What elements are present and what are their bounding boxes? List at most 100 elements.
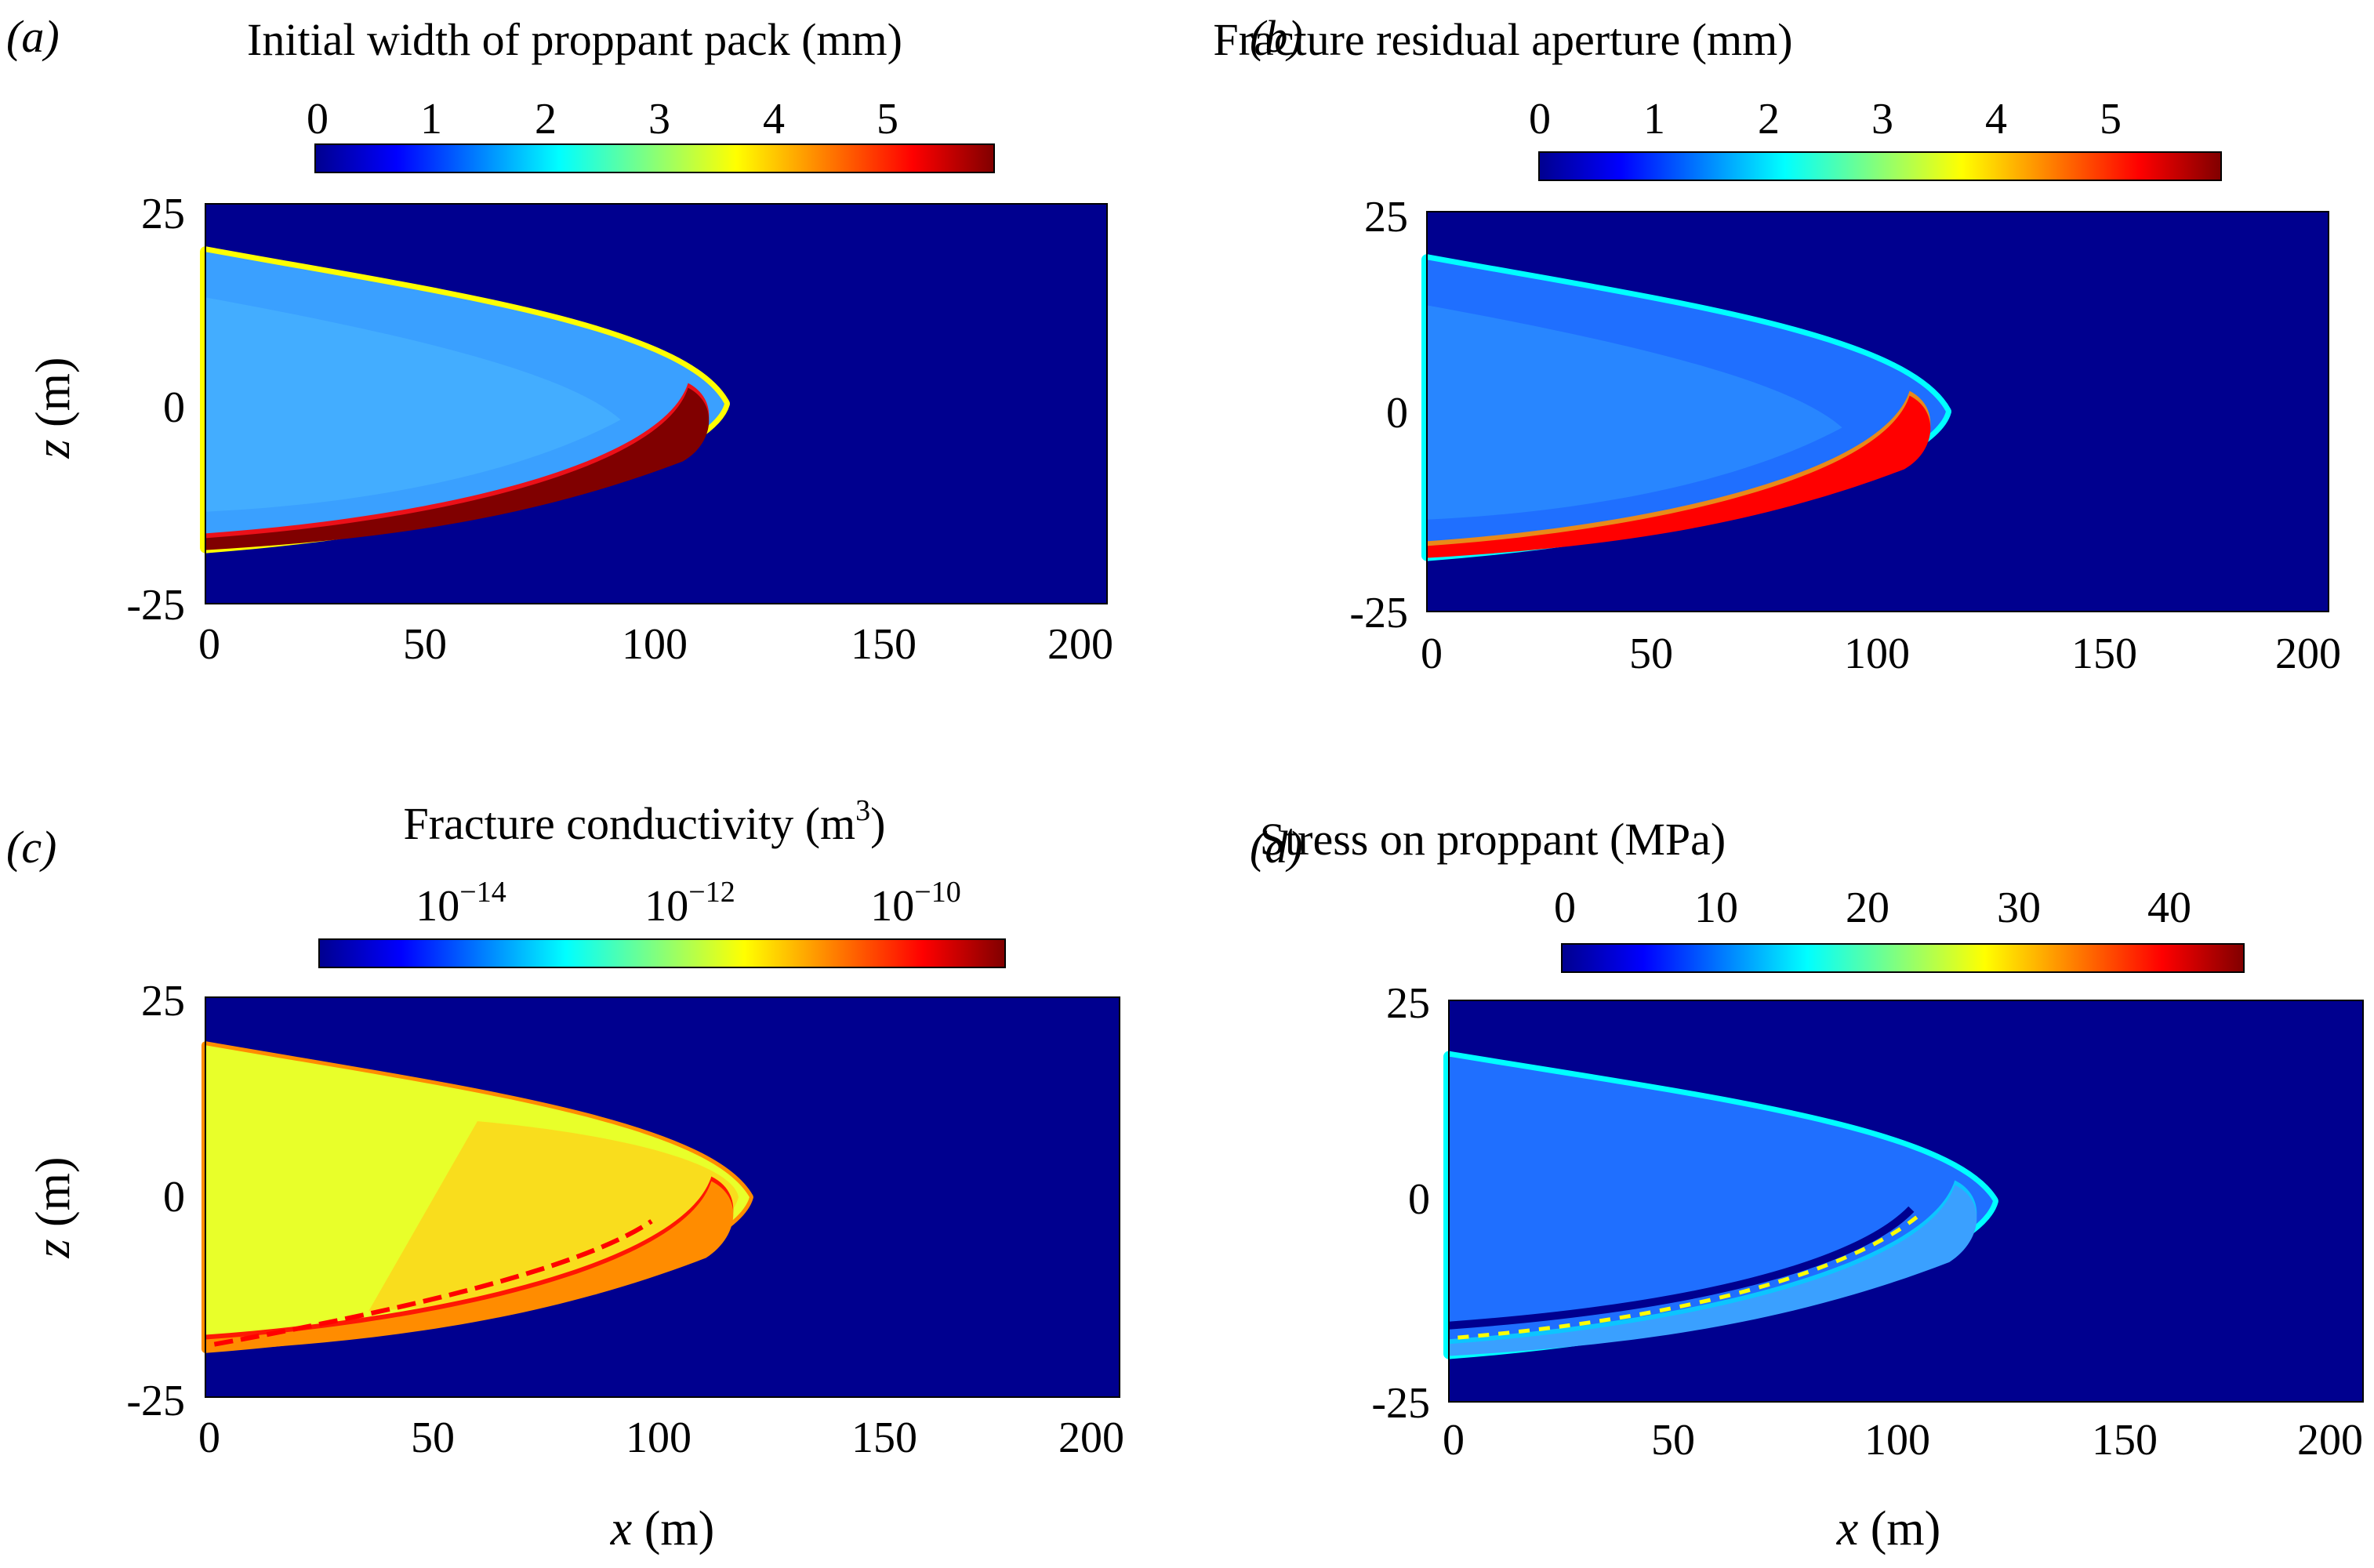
panel-d-x-axis-label: x (m)	[1836, 1502, 1941, 1555]
panel-a-y-tick-0: 0	[163, 383, 185, 432]
panel-c-cbar-tick-14: 10−14	[416, 876, 506, 931]
panel-c-letter: (c)	[6, 822, 56, 873]
panel-d-svg: (d) Stress on proppant (MPa) 0 10 20 30 …	[1250, 814, 2364, 1555]
panel-a-x-tick-200: 200	[1047, 620, 1113, 669]
panel-b-cbar-tick-3: 3	[1871, 95, 1893, 143]
panel-d-cbar-tick-20: 20	[1846, 884, 1889, 932]
panel-c-x-tick-100: 100	[626, 1414, 692, 1462]
panel-a-cbar-tick-2: 2	[535, 95, 557, 143]
panel-d-title: Stress on proppant (MPa)	[1260, 814, 1726, 865]
panel-c-x-tick-200: 200	[1058, 1414, 1124, 1462]
panel-d-y-tick-0: 0	[1408, 1175, 1430, 1224]
panel-a-y-label-var: z	[27, 439, 80, 459]
panel-d: (d) Stress on proppant (MPa) 0 10 20 30 …	[1187, 784, 2374, 1568]
panel-d-cbar-tick-30: 30	[1997, 884, 2041, 932]
panel-c-title-sup: 3	[855, 794, 870, 827]
panel-c-colorbar	[318, 938, 1006, 968]
plot-frame	[205, 203, 1108, 604]
panel-c: (c) Fracture conductivity (m3) 10−14 10−…	[0, 784, 1187, 1568]
panel-b-x-tick-100: 100	[1844, 630, 1910, 678]
panel-c-x-axis-label: x (m)	[610, 1502, 715, 1555]
panel-b-cbar-tick-1: 1	[1643, 95, 1665, 143]
panel-d-y-ticks: 25 0 -25	[1371, 979, 1430, 1428]
panel-c-y-ticks: 25 0 -25	[126, 977, 185, 1425]
panel-a-cbar-tick-3: 3	[648, 95, 670, 143]
panel-c-x-label-var: x	[610, 1502, 633, 1555]
panel-b-plot-area	[1421, 211, 2329, 612]
panel-d-x-tick-0: 0	[1443, 1416, 1465, 1465]
plot-frame	[205, 996, 1120, 1398]
panel-a-y-axis-label: z (m)	[27, 357, 80, 459]
panel-b-colorbar-ticks: 0 1 2 3 4 5	[1529, 95, 2122, 143]
svg-text:z (m): z (m)	[27, 357, 80, 459]
panel-a-letter: (a)	[6, 11, 60, 62]
panel-a-svg: (a) Initial width of proppant pack (mm) …	[6, 11, 1113, 669]
panel-d-x-tick-150: 150	[2092, 1416, 2158, 1465]
panel-c-y-tick-25: 25	[141, 977, 185, 1025]
panel-a-cbar-tick-5: 5	[877, 95, 898, 143]
panel-d-x-label-var: x	[1836, 1502, 1859, 1555]
panel-a-x-tick-0: 0	[198, 620, 220, 669]
peak-band	[205, 387, 710, 550]
panel-b-x-tick-200: 200	[2275, 630, 2341, 678]
panel-c-title-text: Fracture conductivity (m	[404, 798, 856, 849]
panel-d-x-tick-50: 50	[1651, 1416, 1695, 1465]
panel-c-y-axis-label: z (m)	[27, 1156, 80, 1258]
plot-frame	[1448, 1000, 2364, 1403]
panel-a-plot-area	[200, 203, 1108, 604]
panel-b-colorbar	[1538, 151, 2222, 181]
panel-d-letter: (d)	[1250, 822, 1303, 873]
panel-c-x-tick-150: 150	[851, 1414, 917, 1462]
panel-a: (a) Initial width of proppant pack (mm) …	[0, 0, 1187, 729]
panel-d-plot-area	[1443, 1000, 2364, 1403]
panel-d-colorbar	[1561, 943, 2245, 973]
panel-d-x-tick-200: 200	[2297, 1416, 2363, 1465]
panel-d-colorbar-ticks: 0 10 20 30 40	[1554, 884, 2191, 932]
panel-c-cbar-tick-10: 10−10	[870, 876, 960, 931]
panel-a-y-tick-neg25: -25	[126, 581, 185, 630]
panel-a-x-tick-100: 100	[622, 620, 688, 669]
panel-b-y-tick-neg25: -25	[1349, 589, 1408, 637]
panel-d-y-tick-25: 25	[1386, 979, 1430, 1028]
panel-b-y-tick-25: 25	[1364, 193, 1408, 241]
panel-b-cbar-tick-0: 0	[1529, 95, 1551, 143]
panel-a-title: Initial width of proppant pack (mm)	[247, 14, 902, 65]
panel-c-cbar-tick-12: 10−12	[644, 876, 735, 931]
panel-b-x-tick-50: 50	[1629, 630, 1673, 678]
panel-a-colorbar-ticks: 0 1 2 3 4 5	[307, 95, 898, 143]
panel-b-y-tick-0: 0	[1386, 389, 1408, 437]
panel-d-cbar-tick-10: 10	[1694, 884, 1738, 932]
panel-c-x-tick-50: 50	[411, 1414, 455, 1462]
panel-b-svg: (b) Fracture residual aperture (mm) 0 1 …	[1213, 11, 2341, 678]
panel-a-cbar-tick-4: 4	[763, 95, 785, 143]
panel-c-y-label-var: z	[27, 1239, 80, 1258]
panel-d-cbar-tick-0: 0	[1554, 884, 1576, 932]
panel-a-x-ticks: 0 50 100 150 200	[198, 620, 1113, 669]
peak-band	[1449, 1185, 1977, 1356]
peak-band	[205, 1181, 734, 1352]
panel-d-x-ticks: 0 50 100 150 200	[1443, 1416, 2363, 1465]
panel-a-cbar-tick-0: 0	[307, 95, 329, 143]
proppant-inner-zone	[1427, 305, 1842, 520]
panel-d-x-tick-100: 100	[1864, 1416, 1930, 1465]
panel-b-cbar-tick-4: 4	[1985, 95, 2007, 143]
panel-d-y-tick-neg25: -25	[1371, 1379, 1430, 1428]
panel-c-y-tick-0: 0	[163, 1173, 185, 1221]
panel-b-x-tick-0: 0	[1421, 630, 1443, 678]
panel-b-y-ticks: 25 0 -25	[1349, 193, 1408, 637]
panel-b-letter: (b)	[1250, 11, 1303, 62]
panel-a-y-label-unit: (m)	[27, 357, 80, 427]
panel-a-y-ticks: 25 0 -25	[126, 190, 185, 630]
panel-c-x-label-unit: (m)	[644, 1502, 715, 1555]
panel-c-title: Fracture conductivity (m3)	[404, 794, 886, 849]
panel-c-svg: (c) Fracture conductivity (m3) 10−14 10−…	[6, 794, 1124, 1555]
panel-b-x-ticks: 0 50 100 150 200	[1421, 630, 2341, 678]
panel-c-colorbar-ticks: 10−14 10−12 10−10	[416, 876, 960, 931]
panel-d-cbar-tick-40: 40	[2147, 884, 2191, 932]
panel-b: (b) Fracture residual aperture (mm) 0 1 …	[1187, 0, 2374, 729]
panel-a-y-tick-25: 25	[141, 190, 185, 238]
svg-text:z (m): z (m)	[27, 1156, 80, 1258]
panel-b-cbar-tick-2: 2	[1758, 95, 1780, 143]
panel-b-title: Fracture residual aperture (mm)	[1213, 14, 1792, 65]
conductivity-high-zone	[368, 1121, 739, 1312]
